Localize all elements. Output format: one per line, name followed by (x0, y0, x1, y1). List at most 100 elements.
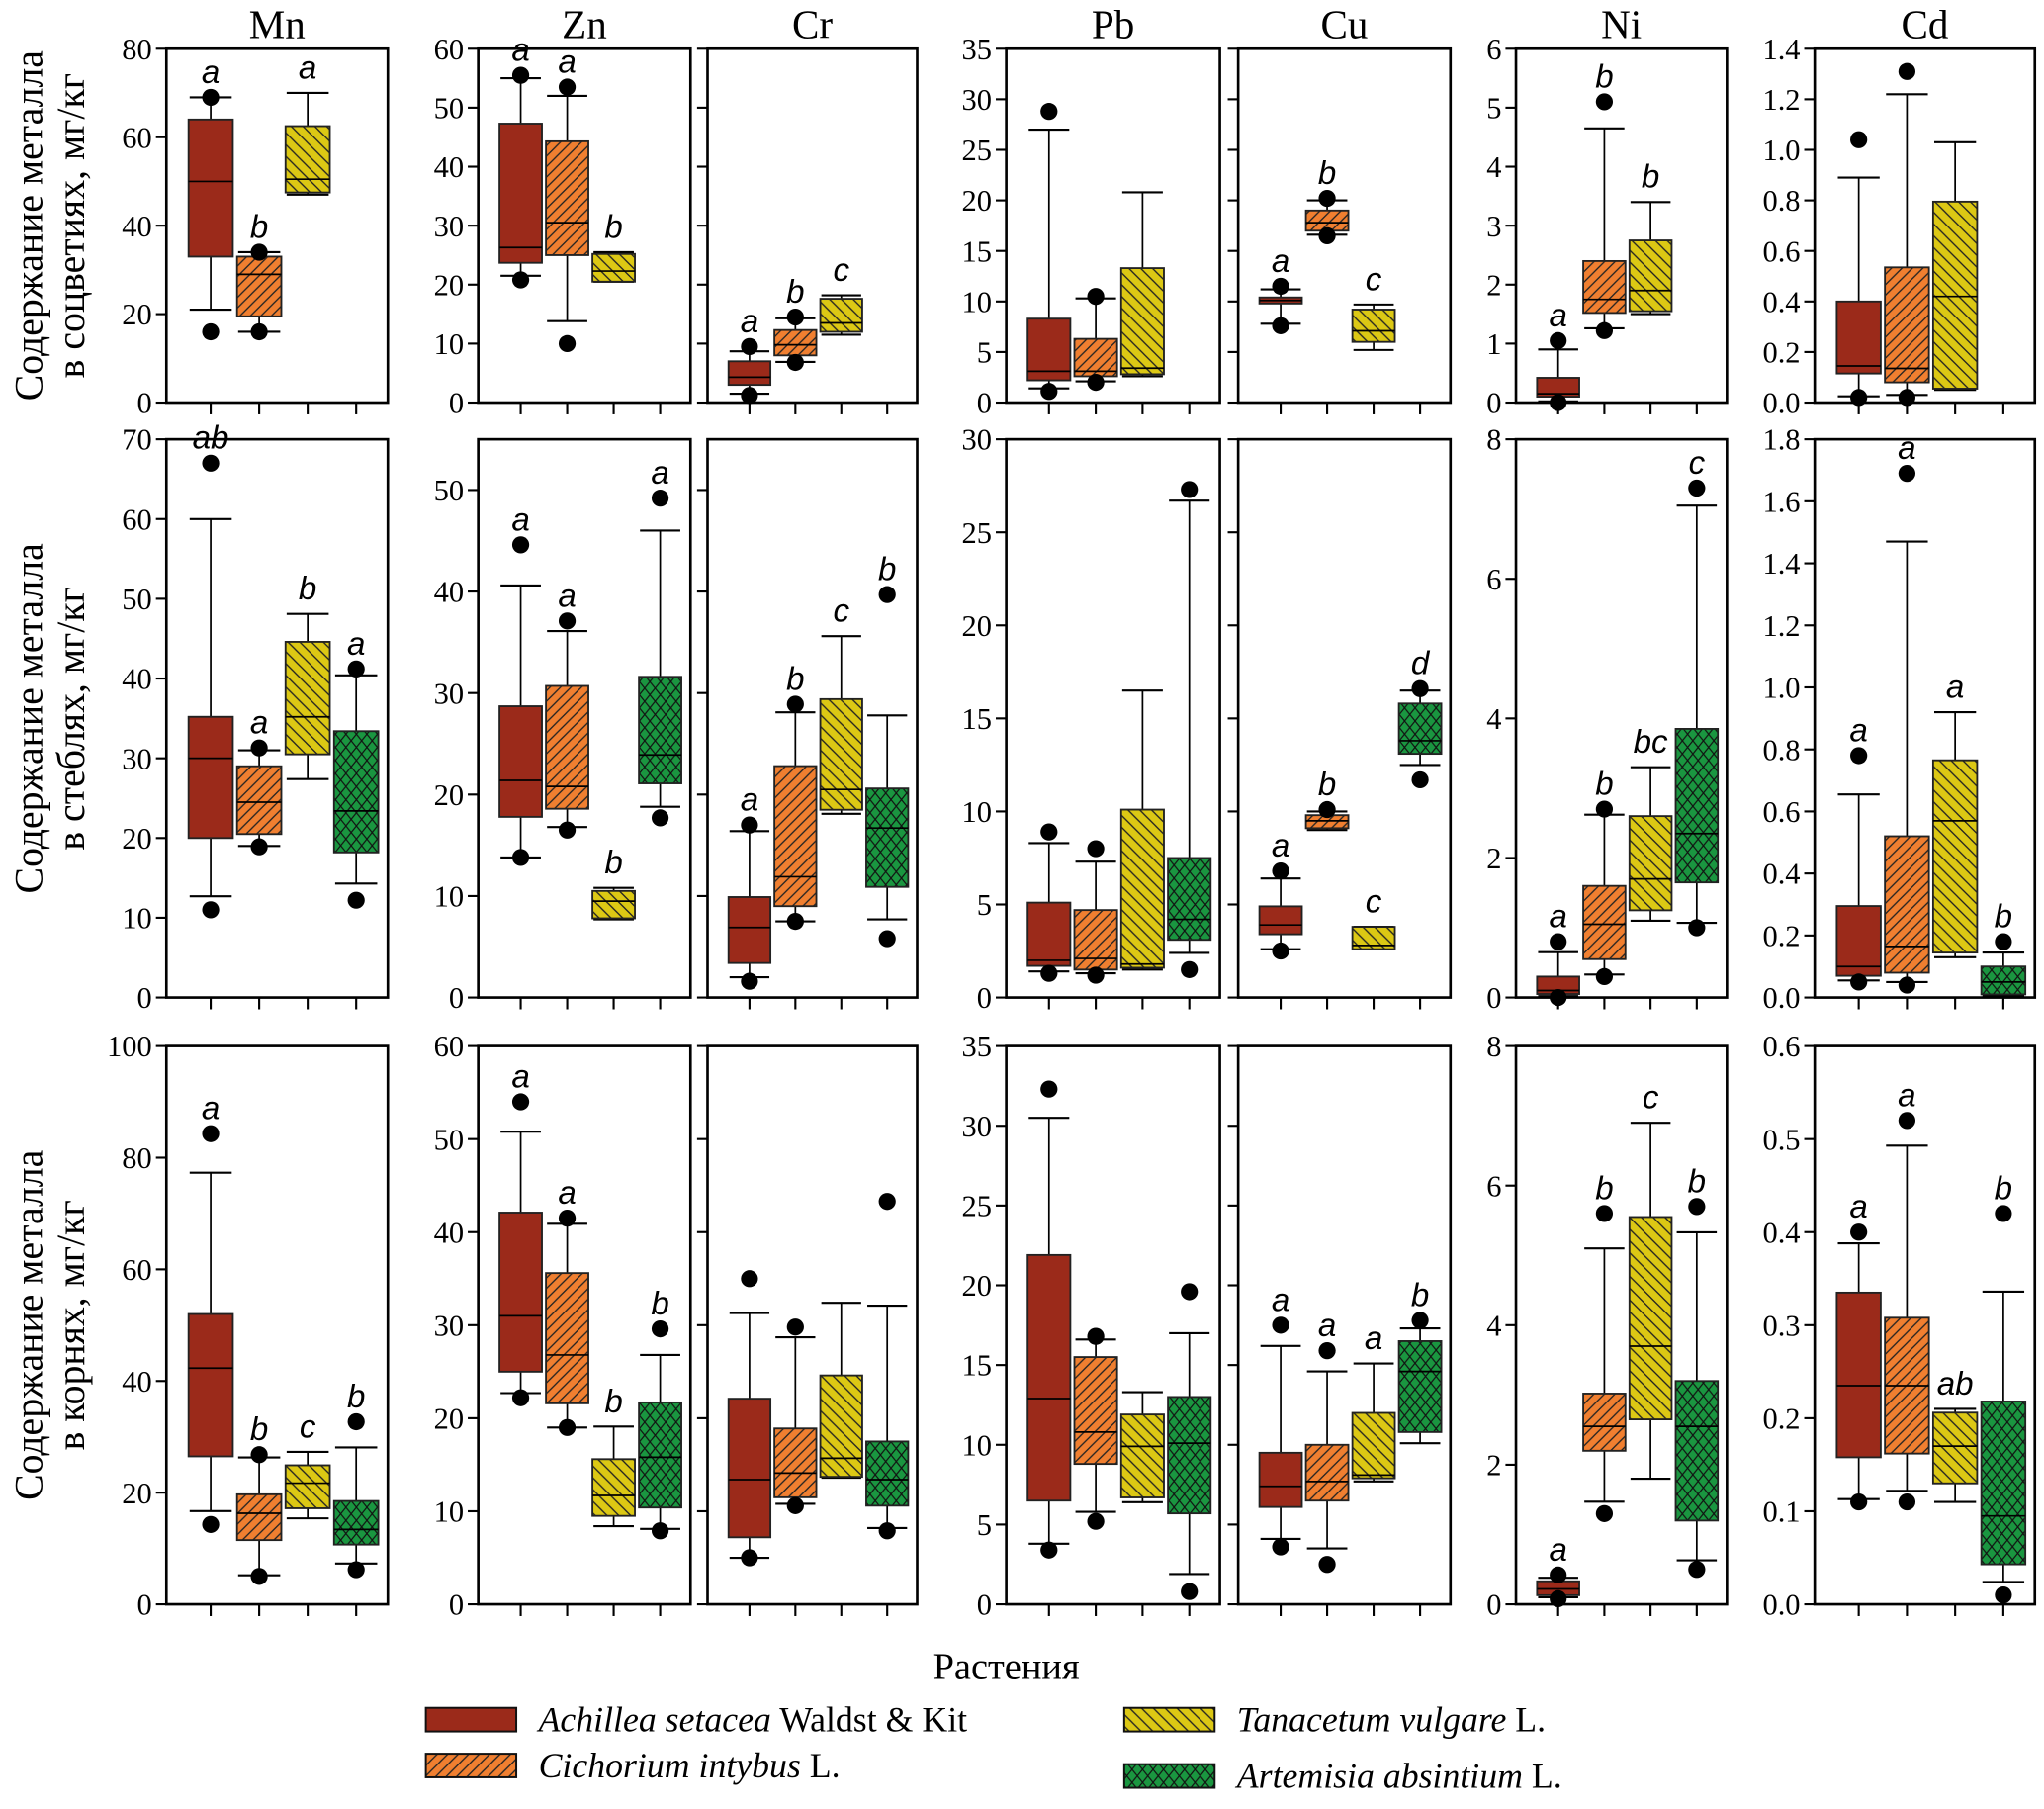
significance-letter: a (1849, 1189, 1867, 1225)
outlier-point (786, 912, 804, 931)
significance-letter: a (250, 705, 268, 742)
box-tanacetum: ab (1931, 1366, 1979, 1503)
outlier-point (1688, 479, 1706, 497)
box-tanacetum (1119, 1391, 1165, 1503)
y-tick-label: 35 (962, 33, 992, 66)
iqr-box (819, 697, 863, 811)
y-tick-label: 20 (122, 298, 151, 331)
column-title-ni: Ni (1601, 2, 1642, 47)
iqr-box (1119, 1413, 1165, 1498)
legend-label: Artemisia absintium L. (1235, 1757, 1562, 1796)
outlier-point (786, 1496, 804, 1514)
significance-letter: a (299, 49, 316, 86)
outlier-point (250, 243, 268, 261)
outlier-point (1850, 131, 1868, 148)
outlier-point (1550, 988, 1567, 1007)
outlier-point (1272, 277, 1289, 296)
panel-frame (1005, 1044, 1221, 1606)
significance-letter: a (1549, 1532, 1566, 1569)
outlier-point (1087, 373, 1105, 392)
outlier-point (1181, 1583, 1199, 1600)
outlier-point (1595, 1205, 1614, 1222)
box-artemisia: c (1674, 445, 1720, 937)
y-tick-label: 10 (434, 327, 464, 361)
box-achillea: a (1536, 899, 1580, 1007)
y-tick-label: 0 (449, 387, 464, 420)
significance-letter: c (1366, 884, 1382, 921)
iqr-box (1351, 309, 1396, 343)
outlier-point (1688, 1561, 1706, 1579)
y-tick-label: 30 (434, 1309, 464, 1342)
box-achillea: a (498, 501, 543, 866)
y-tick-label: 60 (434, 1030, 464, 1063)
y-tick-label: 0 (1486, 981, 1501, 1015)
significance-letter: a (558, 578, 576, 614)
y-tick-label: 1.0 (1762, 672, 1800, 705)
significance-letter: b (1595, 766, 1613, 802)
box-cichorium: b (235, 209, 283, 341)
y-tick-label: 35 (962, 1030, 992, 1063)
y-axis-label-line: Содержание металла (7, 543, 50, 894)
y-tick-label: 0.1 (1762, 1495, 1800, 1529)
iqr-box (591, 252, 636, 283)
iqr-box (1026, 1253, 1072, 1502)
iqr-box (1304, 1443, 1350, 1502)
panel-pb-row-2: 0 5 10 15 20 25 30 35 (962, 1030, 1221, 1622)
legend-authority: L. (1523, 1757, 1562, 1796)
significance-letter: c (1366, 261, 1382, 298)
y-tick-label: 0.2 (1762, 1402, 1800, 1435)
outlier-point (1898, 1112, 1916, 1130)
y-tick-label: 0.2 (1762, 919, 1800, 952)
iqr-box (1119, 267, 1165, 376)
y-tick-label: 80 (122, 33, 151, 66)
iqr-box (284, 1464, 331, 1509)
y-tick-label: 1 (1486, 327, 1501, 361)
outlier-point (786, 695, 804, 713)
significance-letter: ab (193, 420, 229, 457)
significance-letter: a (1549, 899, 1566, 936)
y-tick-label: 20 (122, 1477, 151, 1510)
iqr-box (1073, 1356, 1118, 1466)
box-cichorium (773, 1318, 818, 1514)
significance-letter: b (347, 1379, 365, 1415)
y-tick-label: 0.6 (1762, 234, 1800, 268)
iqr-box (1931, 1411, 1979, 1485)
iqr-box (545, 139, 589, 256)
y-tick-label: 0.8 (1762, 184, 1800, 218)
y-tick-label: 40 (122, 210, 151, 243)
outlier-point (1898, 389, 1916, 407)
outlier-point (1318, 1342, 1336, 1360)
outlier-point (202, 454, 220, 472)
outlier-point (250, 1568, 268, 1585)
panel-ni-row-2: 0 2 4 6 8 a b c b (1486, 1030, 1729, 1622)
y-tick-label: 70 (122, 423, 151, 457)
outlier-point (1272, 942, 1289, 960)
y-tick-label: 30 (434, 210, 464, 243)
outlier-point (1181, 960, 1199, 978)
y-tick-label: 60 (122, 121, 151, 154)
box-tanacetum: bc (1628, 724, 1673, 923)
iqr-box (284, 125, 331, 194)
legend-species-name: Cichorium intybus (539, 1746, 801, 1785)
y-tick-label: 4 (1486, 1309, 1501, 1342)
significance-letter: b (1318, 155, 1336, 192)
significance-letter: a (741, 782, 758, 819)
y-tick-label: 0 (449, 981, 464, 1015)
box-cichorium: b (1304, 155, 1350, 244)
panel-frame (1236, 1044, 1453, 1606)
y-tick-label: 50 (434, 92, 464, 126)
outlier-point (511, 271, 530, 289)
box-artemisia: b (1397, 1277, 1443, 1445)
outlier-point (651, 490, 669, 507)
x-axis-label: Растения (933, 1647, 1080, 1688)
iqr-box (1073, 909, 1118, 971)
y-tick-label: 15 (962, 234, 992, 268)
box-tanacetum: a (1931, 670, 1979, 958)
box-cichorium: b (773, 661, 818, 931)
outlier-point (202, 322, 220, 341)
y-axis-label-line: в корнях, мг/кг (49, 1200, 93, 1450)
box-cichorium: a (545, 44, 589, 353)
panel-cu-row-1: ab c d (1227, 437, 1453, 1010)
legend-swatch (1122, 1763, 1216, 1789)
y-tick-label: 0 (136, 387, 151, 420)
